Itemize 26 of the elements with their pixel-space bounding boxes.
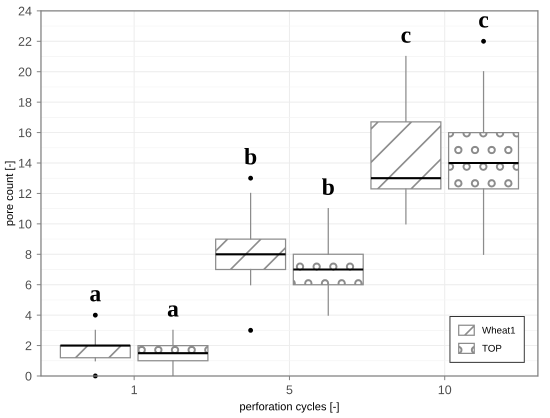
y-tick-label: 10 (19, 220, 32, 229)
annotation: b (244, 148, 256, 165)
x-axis-title: perforation cycles [-] (240, 402, 339, 413)
y-tick-label: 0 (25, 372, 32, 381)
y-tick-label: 16 (19, 128, 32, 138)
y-tick-label: 20 (18, 68, 32, 76)
x-tick-label: 5 (286, 385, 292, 394)
legend-label: Wheat1 (482, 326, 516, 334)
annotation: b (322, 178, 334, 195)
y-tick-label: 8 (26, 250, 32, 259)
y-tick-label: 12 (19, 189, 32, 198)
y-tick-label: 18 (19, 98, 32, 107)
y-tick-label: 4 (25, 311, 32, 320)
y-tick-label: 22 (18, 37, 32, 46)
annotation: a (168, 305, 179, 317)
y-tick-label: 2 (26, 341, 32, 350)
x-tick-label: 1 (132, 385, 138, 394)
x-tick-label: 10 (438, 385, 452, 394)
y-tick-label: 24 (18, 6, 32, 16)
annotation: c (401, 31, 411, 43)
y-axis-title: pore count [-] (4, 161, 16, 226)
legend-label: TOP (482, 344, 502, 352)
y-tick-label: 6 (26, 280, 32, 290)
annotation: a (90, 290, 101, 302)
annotation: c (479, 16, 488, 28)
y-tick-label: 14 (19, 158, 32, 168)
